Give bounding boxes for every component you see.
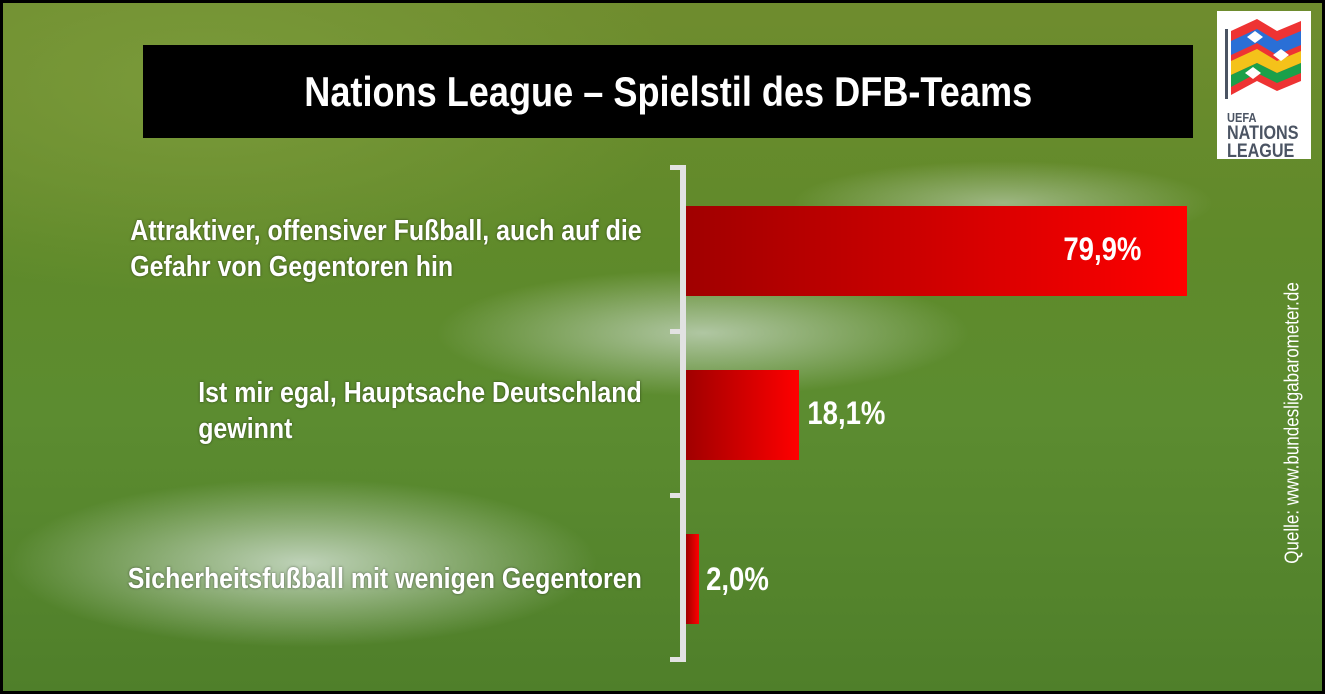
value-label: 18,1%: [807, 395, 886, 431]
category-axis: [680, 165, 686, 661]
flag-logo-icon: [1225, 19, 1301, 99]
bar-egal: [686, 370, 800, 460]
axis-tick: [670, 493, 686, 498]
bar-sicherheit: [686, 534, 699, 624]
uefa-nations-league-logo: UEFA NATIONS LEAGUE: [1217, 11, 1311, 162]
value-label: 79,9%: [1063, 231, 1142, 267]
axis-tick: [670, 657, 686, 662]
value-label: 2,0%: [705, 561, 769, 597]
axis-tick: [670, 165, 686, 170]
category-label: Sicherheitsfußball mit wenigen Gegentore…: [127, 563, 642, 595]
bar-offensive: [686, 206, 1187, 296]
axis-tick: [670, 329, 686, 334]
logo-text: UEFA NATIONS LEAGUE: [1227, 110, 1299, 162]
source-credit: Quelle: www.bundesligabarometer.de: [1281, 282, 1304, 564]
chart-title: Nations League – Spielstil des DFB-Teams: [304, 67, 1032, 115]
category-label: Attraktiver, offensiver Fußball, auch au…: [130, 215, 642, 283]
title-box: Nations League – Spielstil des DFB-Teams: [143, 45, 1193, 138]
category-label: Ist mir egal, Hauptsache Deutschland gewi…: [198, 377, 642, 445]
